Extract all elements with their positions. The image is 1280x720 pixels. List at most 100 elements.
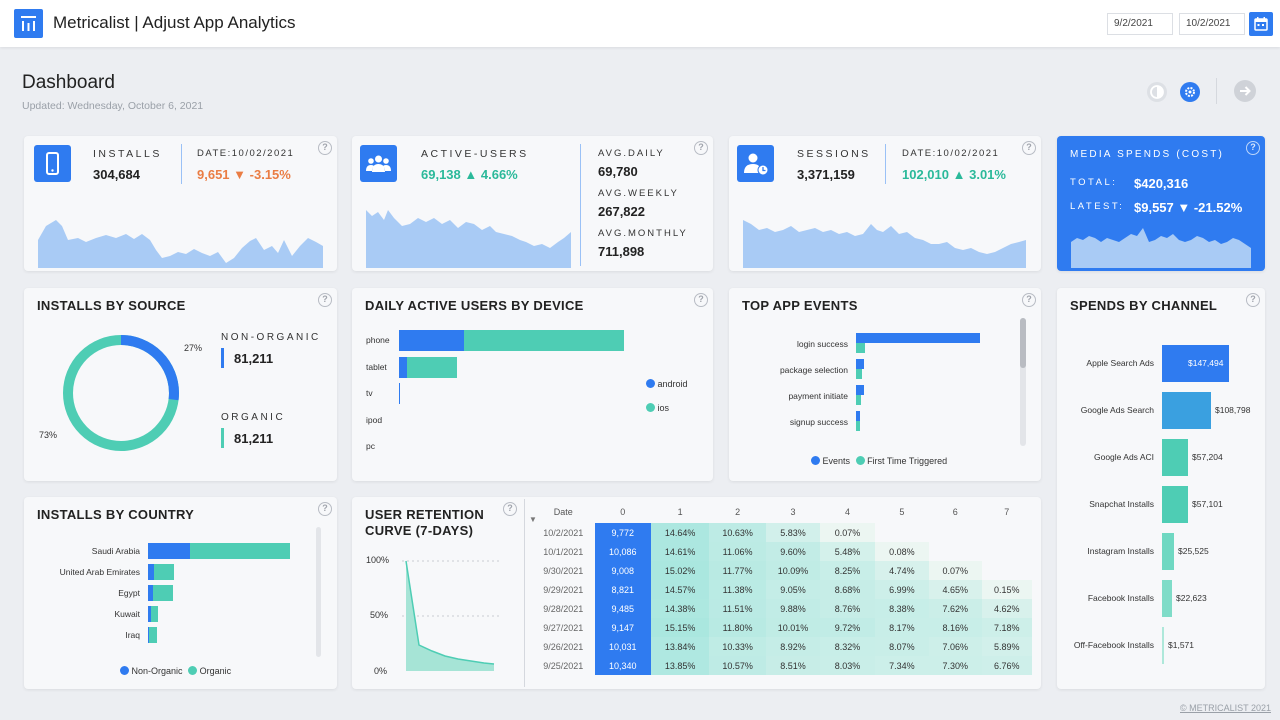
retention-col-header[interactable]: Date [553,507,573,517]
installs-divider [181,144,182,184]
legend-dot-organic [188,666,198,675]
help-icon[interactable]: ? [1022,141,1036,155]
retention-cell: 11.80% [709,618,766,637]
legend-ios: ios [646,403,669,413]
help-icon[interactable]: ? [1022,293,1036,307]
date-from-input[interactable]: 9/2/2021 [1107,13,1173,35]
event-bar-first [856,395,861,405]
theme-icon[interactable] [1147,82,1167,102]
installs-by-country-title: INSTALLS BY COUNTRY [37,507,195,522]
events-scrollbar[interactable] [1020,318,1026,446]
spend-value-label: $108,798 [1215,405,1251,415]
spend-bar [1162,533,1174,570]
spend-row-label: Google Ads Search [1080,405,1154,415]
retention-cell: 11.51% [709,599,766,618]
retention-cell [982,542,1033,561]
retention-col-header[interactable]: 0 [620,507,626,517]
retention-cell: 7.06% [929,637,982,656]
logo-icon[interactable] [14,9,43,38]
help-icon[interactable]: ? [318,293,332,307]
sessions-date-label: DATE:10/02/2021 [902,148,1000,159]
country-row-label: Kuwait [114,609,140,619]
sessions-change: ▲ 3.01% [952,167,1006,182]
arrow-right-icon[interactable] [1234,80,1256,102]
retention-cell: 13.84% [650,637,710,656]
legend-first-label: First Time Triggered [867,456,948,466]
retention-cell: 10.01% [765,618,821,637]
retention-col-header[interactable]: 2 [735,507,741,517]
date-to-input[interactable]: 10/2/2021 [1179,13,1245,35]
avg-monthly-value: 711,898 [598,244,645,259]
page-title: Dashboard [22,72,115,93]
media-spends-card: ? MEDIA SPENDS (COST) TOTAL: $420,316 LA… [1057,136,1265,271]
retention-col-header[interactable]: 6 [952,507,958,517]
event-bar-first [856,369,862,379]
spend-value-label: $1,571 [1168,640,1194,650]
installs-change: ▼ -3.15% [233,167,291,182]
retention-cell: 10,031 [594,637,651,656]
country-bar-nonorganic [148,585,153,601]
retention-cell: 6.99% [874,580,930,599]
retention-cell: 9/29/2021 [543,584,584,595]
retention-row: 9/29/2021 8,821 14.57% 11.38% 9.05% 8.68% 6.99… [532,580,1032,599]
calendar-icon[interactable] [1249,12,1273,36]
country-row-label: Saudi Arabia [91,546,140,556]
installs-card: ? INSTALLS 304,684 DATE:10/02/2021 9,651… [24,136,337,271]
retention-cell: 4.62% [981,599,1032,618]
retention-col-header[interactable]: 3 [790,507,796,517]
retention-cell: 7.30% [929,656,982,675]
media-total-value: $420,316 [1134,176,1189,191]
sessions-label: SESSIONS [797,148,871,160]
header-divider [1216,78,1217,104]
avg-weekly-value: 267,822 [598,204,645,219]
retention-col-header[interactable]: 5 [899,507,905,517]
active-users-divider [580,144,581,266]
retention-cell: 9.72% [820,618,875,637]
help-icon[interactable]: ? [318,141,332,155]
spend-bar [1162,345,1229,382]
retention-col-header[interactable]: 4 [844,507,850,517]
retention-cell: 10.63% [709,523,766,542]
retention-row: 9/30/2021 9,008 15.02% 11.77% 10.09% 8.25% 4.7… [532,561,1032,580]
spend-bar [1162,580,1172,617]
installs-sparkline [38,220,323,268]
settings-icon[interactable] [1180,82,1200,102]
organic-value: 81,211 [234,431,274,446]
help-icon[interactable]: ? [694,293,708,307]
sessions-value: 3,371,159 [797,167,855,182]
avg-weekly-label: AVG.WEEKLY [598,188,679,199]
retention-cell: 7.34% [874,656,930,675]
help-icon[interactable]: ? [503,502,517,516]
retention-cell: 13.85% [650,656,710,675]
retention-cell: 8.32% [820,637,875,656]
help-icon[interactable]: ? [694,141,708,155]
spend-bar [1162,392,1211,429]
retention-cell: 0.08% [874,542,930,561]
help-icon[interactable]: ? [318,502,332,516]
active-users-label: ACTIVE-USERS [421,148,529,160]
retention-cell [929,542,981,561]
retention-cell: 11.06% [709,542,766,561]
phone-icon [34,145,71,182]
retention-cell: 5.89% [981,637,1032,656]
dau-bar-android [399,356,407,378]
country-row-label: United Arab Emirates [59,567,140,577]
retention-col-header[interactable]: 7 [1004,507,1010,517]
retention-cell: 15.15% [650,618,710,637]
legend-ios-label: ios [657,403,670,413]
retention-cell [982,523,1033,542]
spend-value-label: $25,525 [1178,546,1209,556]
retention-cell: 10/1/2021 [543,546,584,557]
retention-cell: 8.51% [765,656,821,675]
retention-header-row: Date 0 1 2 3 4 5 6 7 [532,501,1032,523]
retention-cell: 8.76% [820,599,875,618]
retention-cell: 9,147 [594,618,651,637]
help-icon[interactable]: ? [1246,293,1260,307]
retention-row: 10/1/2021 10,086 14.61% 11.06% 9.60% 5.48% 0.0… [532,542,1032,561]
retention-col-header[interactable]: 1 [677,507,683,517]
retention-cell: 8.38% [874,599,930,618]
country-scrollbar[interactable] [316,527,321,657]
help-icon[interactable]: ? [1246,141,1260,155]
sort-chevron-icon[interactable]: ▼ [529,515,537,524]
events-scrollbar-thumb[interactable] [1020,318,1026,368]
